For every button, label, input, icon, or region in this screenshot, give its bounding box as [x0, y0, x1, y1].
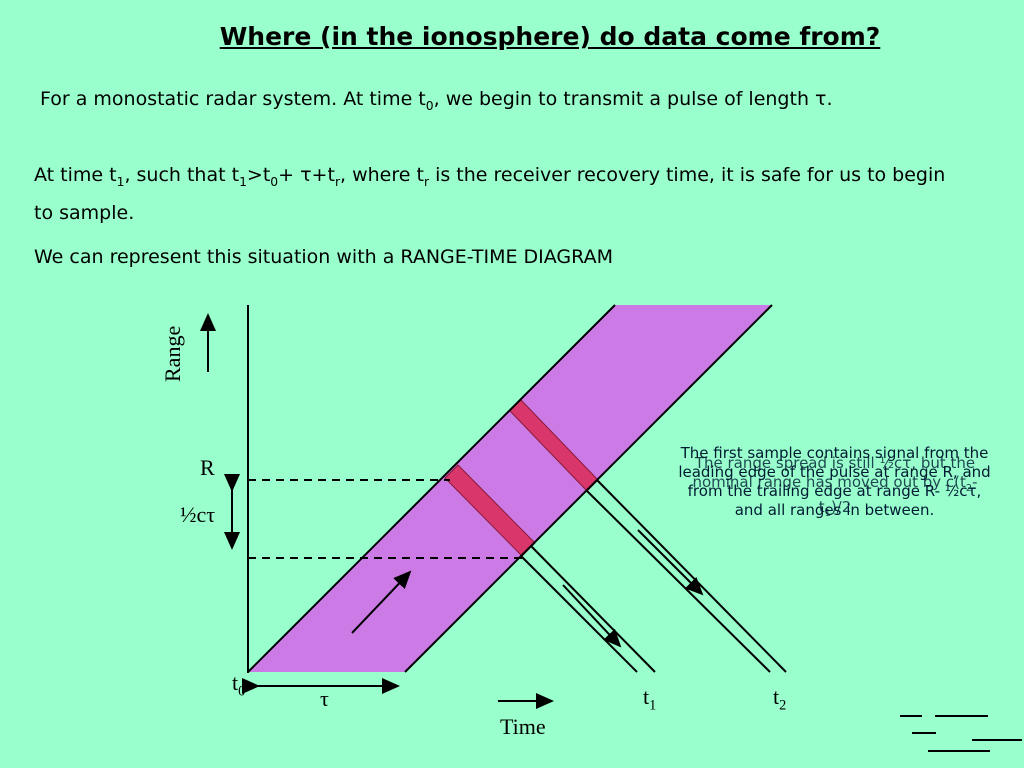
paragraph: We can represent this situation with a R…	[34, 242, 934, 273]
t0-label: t0	[232, 670, 245, 700]
subscript: r	[423, 174, 430, 189]
subscript: r	[334, 174, 341, 189]
leading-edge	[247, 304, 616, 673]
text-run: is the receiver recovery time, it is saf…	[34, 164, 946, 224]
text-run: For a monostatic radar system. At time t	[40, 88, 426, 110]
text-run: At time t	[34, 164, 117, 186]
annotation: The range spread is still ½cτ, but the n…	[680, 454, 990, 523]
text-run: t	[773, 684, 780, 709]
return-line	[585, 489, 771, 673]
return-line	[520, 555, 638, 673]
paragraph: At time t1, such that t1>t0+ τ+tr, where…	[34, 160, 964, 229]
subscript: 1	[116, 174, 125, 189]
return-line	[530, 545, 656, 673]
x-axis-label: Time	[500, 714, 546, 739]
subscript: 1	[649, 697, 657, 714]
annotation: The first sample contains signal from th…	[678, 444, 991, 519]
text-run: + τ+t	[278, 164, 335, 186]
text-run: t	[232, 670, 239, 695]
tau-label: τ	[320, 686, 329, 711]
text-run: -t	[818, 473, 978, 516]
text-run: t	[643, 684, 650, 709]
t1-label: t1	[643, 684, 656, 714]
subscript: 2	[965, 483, 973, 494]
text-run: , we begin to transmit a pulse of length…	[433, 88, 833, 110]
return-line	[596, 479, 787, 673]
subscript: 0	[425, 98, 434, 113]
subscript: 1	[824, 508, 831, 519]
range-label: R	[200, 455, 215, 480]
text-run: )/2	[830, 498, 852, 516]
motion-arrow	[562, 584, 622, 648]
title: Where (in the ionosphere) do data come f…	[219, 22, 881, 51]
text-run: >t	[246, 164, 271, 186]
text-run: The range spread is still ½cτ, but the n…	[692, 454, 976, 491]
decoration	[900, 715, 1022, 752]
paragraph: For a monostatic radar system. At time t…	[40, 84, 940, 122]
subscript: 1	[239, 174, 247, 189]
trailing-edge	[404, 304, 773, 673]
motion-arrow	[637, 529, 704, 596]
subscript: 0	[238, 683, 246, 700]
subscript: 0	[270, 174, 279, 189]
text-run: , where t	[340, 164, 424, 186]
text-run: , such that t	[124, 164, 240, 186]
y-axis-label: Range	[160, 325, 185, 382]
t2-label: t2	[773, 684, 786, 714]
motion-arrow	[351, 570, 412, 634]
spread-label: ½cτ	[180, 502, 216, 527]
pulse-band	[248, 305, 772, 672]
text-run: We can represent this situation with a R…	[34, 246, 613, 268]
subscript: 2	[779, 697, 787, 714]
